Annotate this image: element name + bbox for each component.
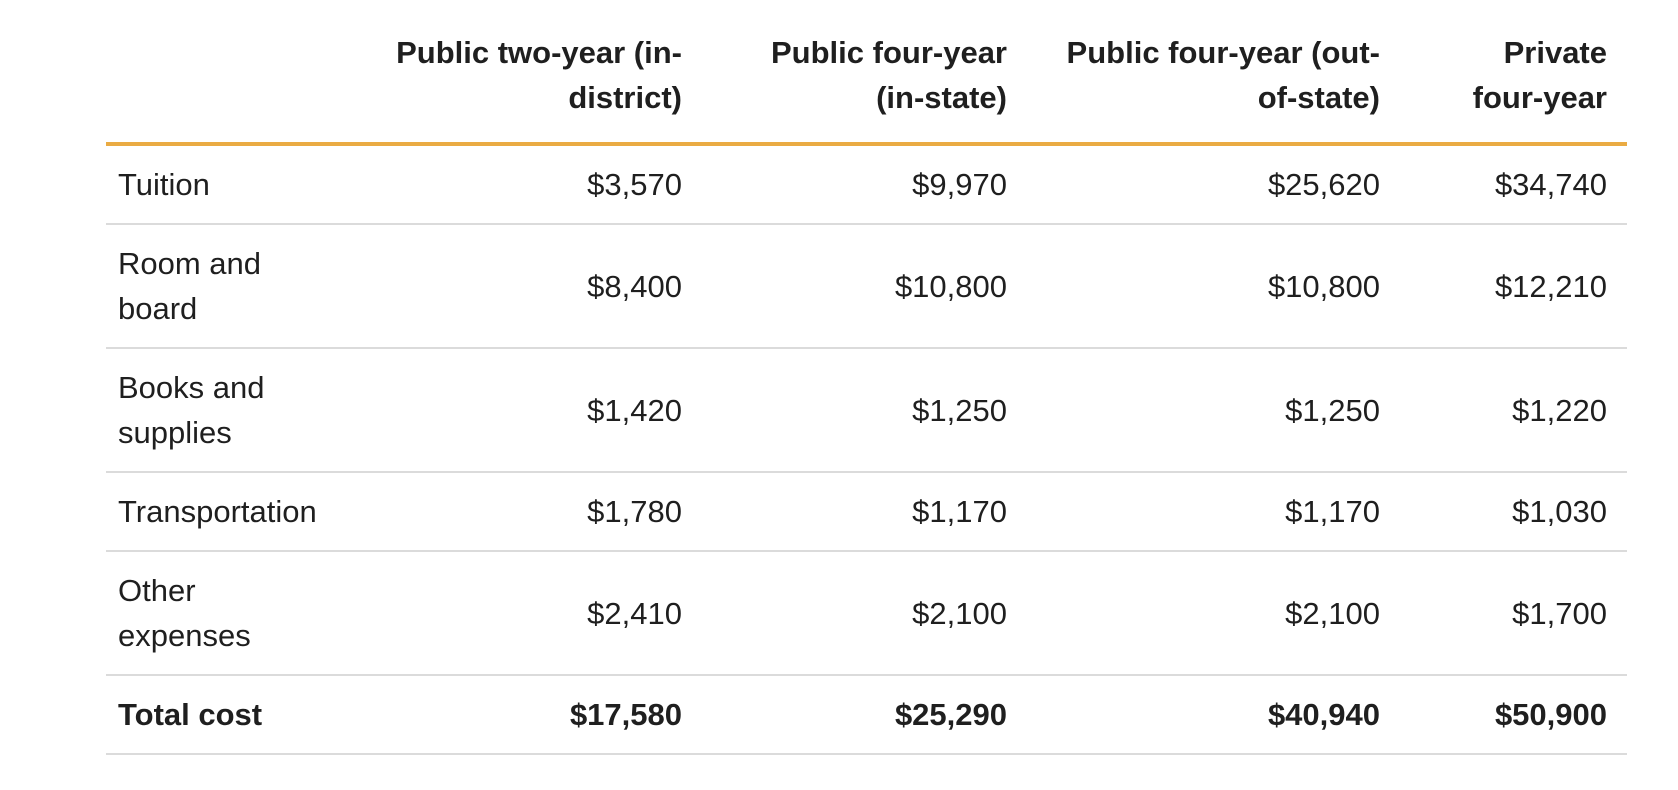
cell-value-transportation-public-two-year-in-district: $1,780 bbox=[370, 472, 702, 552]
college-costs-table: Public two-year (in- district) Public fou… bbox=[106, 0, 1627, 755]
cell-value-room-and-board-public-four-year-out-of-state: $10,800 bbox=[1027, 224, 1400, 349]
table-row-tuition: Tuition $3,570 $9,970 $25,620 $34,740 bbox=[106, 144, 1627, 225]
cell-value-transportation-public-four-year-in-state: $1,170 bbox=[702, 472, 1027, 552]
table-body: Tuition $3,570 $9,970 $25,620 $34,740 Room an… bbox=[106, 144, 1627, 755]
table-row-books-and-supplies: Books and supplies $1,420 $1,250 $1,250 $1,2… bbox=[106, 348, 1627, 473]
table-row-other-expenses: Other expenses $2,410 $2,100 $2,100 $1,700 bbox=[106, 551, 1627, 676]
cell-value-books-and-supplies-public-four-year-out-of-state: $1,250 bbox=[1027, 348, 1400, 473]
cell-value-total-cost-public-four-year-out-of-state: $40,940 bbox=[1027, 675, 1400, 755]
header-row: Public two-year (in- district) Public fou… bbox=[106, 0, 1627, 146]
column-header-private-four-year: Private four-year bbox=[1400, 0, 1627, 146]
row-label-tuition: Tuition bbox=[106, 144, 370, 225]
table-row-total-cost: Total cost $17,580 $25,290 $40,940 $50,900 bbox=[106, 675, 1627, 755]
cell-value-room-and-board-private-four-year: $12,210 bbox=[1400, 224, 1627, 349]
table-row-transportation: Transportation $1,780 $1,170 $1,170 $1,030 bbox=[106, 472, 1627, 552]
row-label-transportation: Transportation bbox=[106, 472, 370, 552]
row-label-other-expenses: Other expenses bbox=[106, 551, 370, 676]
cell-value-books-and-supplies-private-four-year: $1,220 bbox=[1400, 348, 1627, 473]
column-header-public-four-year-out-of-state: Public four-year (out- of-state) bbox=[1027, 0, 1400, 146]
cell-value-other-expenses-private-four-year: $1,700 bbox=[1400, 551, 1627, 676]
cell-value-books-and-supplies-public-four-year-in-state: $1,250 bbox=[702, 348, 1027, 473]
cell-value-other-expenses-public-four-year-out-of-state: $2,100 bbox=[1027, 551, 1400, 676]
cell-value-tuition-public-four-year-out-of-state: $25,620 bbox=[1027, 144, 1400, 225]
row-label-total-cost: Total cost bbox=[106, 675, 370, 755]
cell-value-books-and-supplies-public-two-year-in-district: $1,420 bbox=[370, 348, 702, 473]
cell-value-total-cost-private-four-year: $50,900 bbox=[1400, 675, 1627, 755]
cell-value-room-and-board-public-four-year-in-state: $10,800 bbox=[702, 224, 1027, 349]
column-header-public-four-year-in-state: Public four-year (in-state) bbox=[702, 0, 1027, 146]
cell-value-tuition-public-two-year-in-district: $3,570 bbox=[370, 144, 702, 225]
row-label-room-and-board: Room and board bbox=[106, 224, 370, 349]
cell-value-tuition-public-four-year-in-state: $9,970 bbox=[702, 144, 1027, 225]
cell-value-transportation-public-four-year-out-of-state: $1,170 bbox=[1027, 472, 1400, 552]
college-costs-table-container: Public two-year (in- district) Public fou… bbox=[106, 0, 1627, 755]
cell-value-total-cost-public-four-year-in-state: $25,290 bbox=[702, 675, 1027, 755]
cell-value-other-expenses-public-four-year-in-state: $2,100 bbox=[702, 551, 1027, 676]
table-row-room-and-board: Room and board $8,400 $10,800 $10,800 $12,21… bbox=[106, 224, 1627, 349]
cell-value-room-and-board-public-two-year-in-district: $8,400 bbox=[370, 224, 702, 349]
cell-value-tuition-private-four-year: $34,740 bbox=[1400, 144, 1627, 225]
column-header-category bbox=[106, 0, 370, 146]
cell-value-total-cost-public-two-year-in-district: $17,580 bbox=[370, 675, 702, 755]
column-header-public-two-year-in-district: Public two-year (in- district) bbox=[370, 0, 702, 146]
cell-value-transportation-private-four-year: $1,030 bbox=[1400, 472, 1627, 552]
row-label-books-and-supplies: Books and supplies bbox=[106, 348, 370, 473]
cell-value-other-expenses-public-two-year-in-district: $2,410 bbox=[370, 551, 702, 676]
